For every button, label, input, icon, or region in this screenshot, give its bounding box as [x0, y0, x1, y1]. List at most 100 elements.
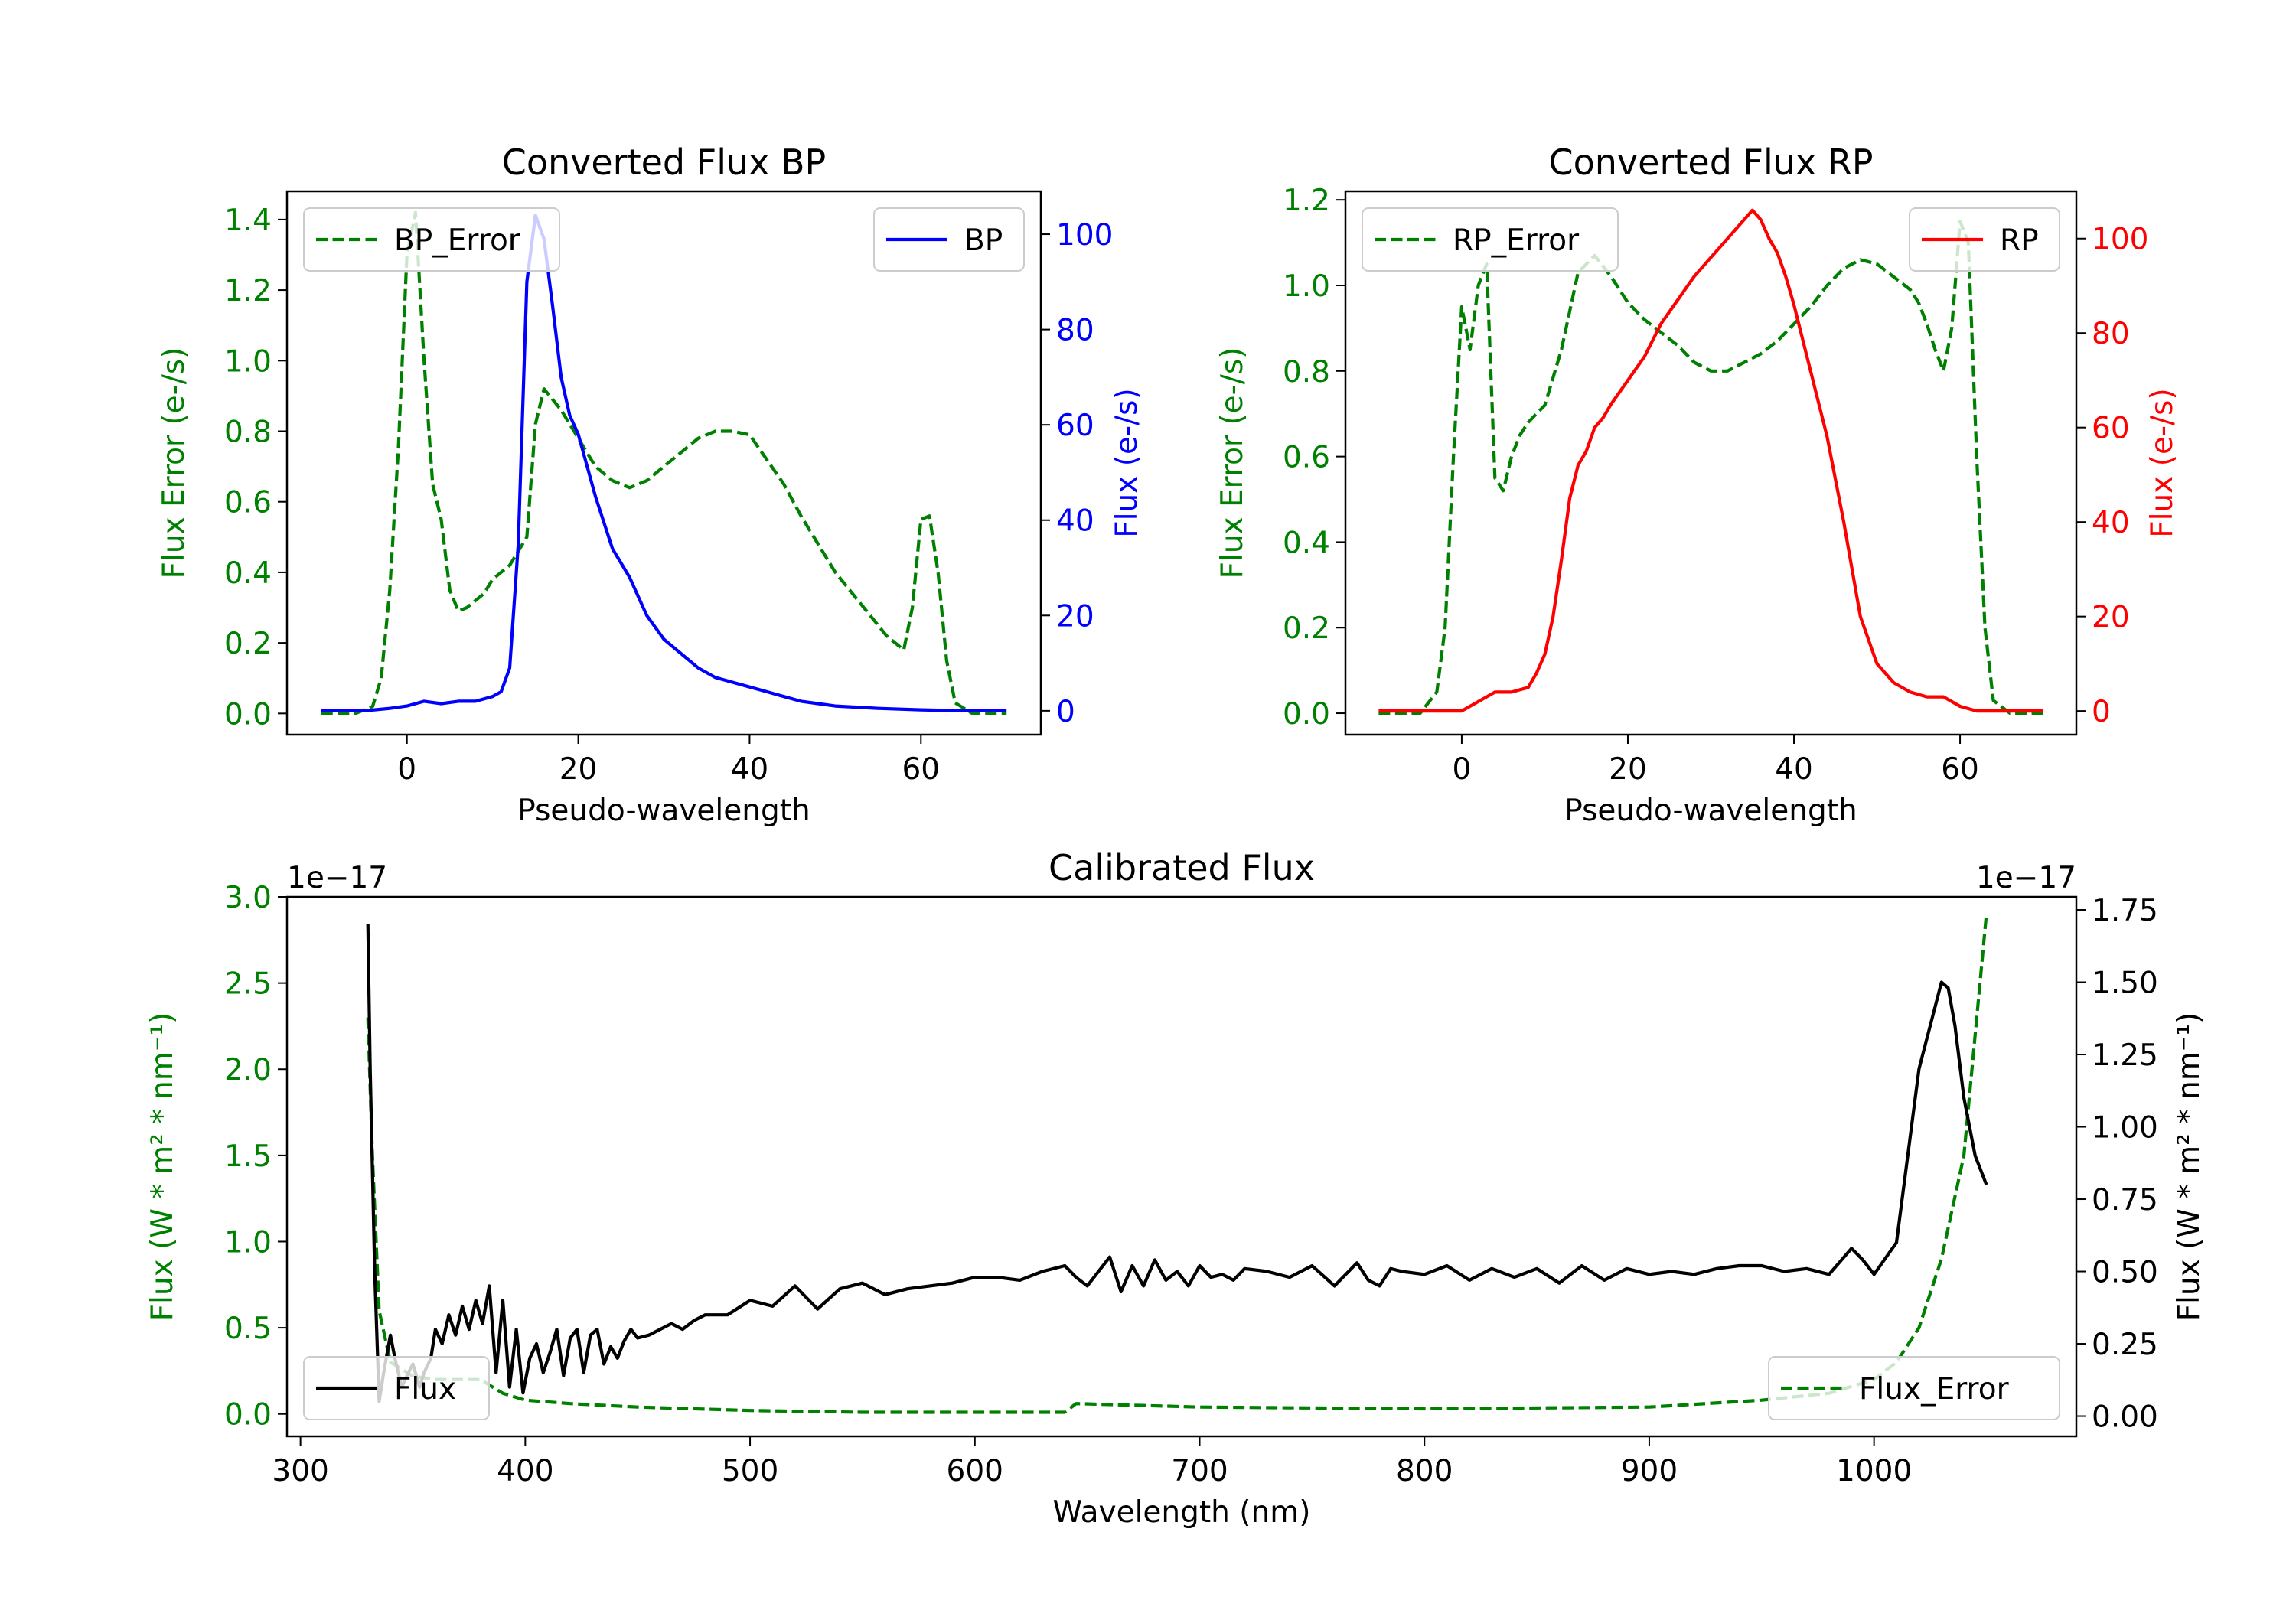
- y-right-tick-label: 60: [2092, 412, 2130, 446]
- series-group: [1378, 208, 2043, 715]
- y-right-offset-label: 1e−17: [1976, 861, 2076, 895]
- series-line-flux: [366, 924, 1988, 1403]
- legend-box: [1909, 207, 2060, 272]
- y-left-tick-label: 0.4: [1283, 526, 1330, 560]
- x-tick-label: 60: [902, 752, 940, 787]
- legend-box: [1362, 207, 1619, 272]
- y-left-axis-label: Flux Error (e-/s): [157, 347, 191, 579]
- y-right-tick-label: 20: [2092, 601, 2130, 635]
- x-axis-label: Pseudo-wavelength: [1564, 794, 1857, 828]
- legend-box: [303, 1356, 490, 1420]
- y-left-tick-label: 1.0: [224, 1225, 272, 1260]
- chart-title: Converted Flux RP: [1549, 142, 1874, 183]
- y-left-tick-label: 1.5: [224, 1139, 272, 1174]
- y-right-tick-label: 0: [1056, 695, 1075, 729]
- y-right-axis-label: Flux (e-/s): [2145, 388, 2180, 537]
- y-right-tick-label: 0: [2092, 695, 2111, 729]
- legend-box: [1768, 1356, 2060, 1420]
- x-tick-label: 20: [559, 752, 598, 787]
- legend-label: Flux: [394, 1372, 456, 1407]
- y-left-tick-label: 1.2: [224, 274, 272, 308]
- y-right-tick-label: 1.75: [2092, 894, 2158, 928]
- y-left-tick-label: 2.0: [224, 1053, 272, 1087]
- y-right-tick-label: 1.25: [2092, 1038, 2158, 1073]
- x-axis-label: Pseudo-wavelength: [517, 794, 810, 828]
- series-group: [321, 210, 1007, 715]
- y-left-tick-label: 1.4: [224, 204, 272, 238]
- legend-right: Flux_Error: [1768, 1356, 2060, 1420]
- y-left-tick-label: 0.0: [1283, 697, 1330, 732]
- legend-left: RP_Error: [1362, 207, 1619, 272]
- y-left-tick-label: 3.0: [224, 881, 272, 915]
- x-tick-label: 1000: [1836, 1454, 1912, 1488]
- y-right-tick-label: 0.25: [2092, 1328, 2158, 1362]
- y-left-tick-label: 1.0: [224, 344, 272, 379]
- y-right-tick-label: 0.00: [2092, 1400, 2158, 1435]
- y-left-tick-label: 0.0: [224, 1398, 272, 1433]
- legend-label: BP_Error: [394, 223, 521, 258]
- y-right-axis-label: Flux (W * m² * nm⁻¹): [2172, 1012, 2206, 1322]
- series-line-bp_error: [321, 210, 1007, 715]
- legend-label: Flux_Error: [1859, 1372, 2010, 1407]
- y-right-axis-label: Flux (e-/s): [1110, 388, 1144, 537]
- x-tick-label: 900: [1621, 1454, 1678, 1488]
- legend-box: [303, 207, 560, 272]
- legend-left: BP_Error: [303, 207, 560, 272]
- chart-title: Calibrated Flux: [1049, 847, 1315, 888]
- x-axis-label: Wavelength (nm): [1053, 1495, 1311, 1530]
- y-right-tick-label: 80: [2092, 317, 2130, 351]
- y-right-tick-label: 40: [2092, 506, 2130, 540]
- y-left-tick-label: 0.8: [224, 416, 272, 450]
- y-right-tick-label: 100: [2092, 223, 2148, 257]
- x-tick-label: 800: [1396, 1454, 1453, 1488]
- y-right-tick-label: 20: [1056, 599, 1094, 634]
- x-tick-label: 500: [722, 1454, 778, 1488]
- panels: 0 20 40 60 0.0 0.2 0.4 0.6 0.8 1.0 1.2 1.4 0 20 40 60 80…: [145, 142, 2206, 1530]
- legend-right: RP: [1909, 207, 2060, 272]
- x-tick-label: 600: [947, 1454, 1003, 1488]
- y-right-tick-label: 1.50: [2092, 966, 2158, 1001]
- x-tick-label: 0: [397, 752, 416, 787]
- x-tick-label: 400: [497, 1454, 553, 1488]
- y-left-axis-label: Flux Error (e-/s): [1215, 347, 1250, 579]
- y-left-tick-label: 1.0: [1283, 269, 1330, 304]
- x-tick-label: 40: [731, 752, 769, 787]
- legend-label: BP: [964, 223, 1003, 258]
- y-right-tick-label: 100: [1056, 218, 1113, 253]
- axes-frame: [285, 895, 2078, 1438]
- legend-right: BP: [873, 207, 1025, 272]
- y-left-tick-label: 0.8: [1283, 355, 1330, 390]
- panel-1: 0 20 40 60 0.0 0.2 0.4 0.6 0.8 1.0 1.2 0 20 40 60 80 100…: [1215, 142, 2180, 828]
- chart-title: Converted Flux BP: [502, 142, 827, 183]
- y-left-offset-label: 1e−17: [287, 861, 387, 895]
- y-left-tick-label: 2.5: [224, 967, 272, 1002]
- y-left-tick-label: 0.5: [224, 1312, 272, 1346]
- panel-0: 0 20 40 60 0.0 0.2 0.4 0.6 0.8 1.0 1.2 1.4 0 20 40 60 80…: [157, 142, 1144, 828]
- x-tick-label: 60: [1941, 752, 1979, 787]
- x-tick-label: 0: [1453, 752, 1472, 787]
- panel-2: 300 400 500 600 700 800 900 1000 0.0 0.5 1.0 1.5 2.0…: [145, 847, 2206, 1530]
- legend-box: [873, 207, 1025, 272]
- legend-label: RP: [2000, 223, 2039, 258]
- y-left-tick-label: 0.2: [224, 627, 272, 661]
- x-tick-label: 20: [1609, 752, 1647, 787]
- series-line-rp: [1378, 208, 2043, 713]
- y-left-tick-label: 0.2: [1283, 611, 1330, 646]
- x-tick-label: 700: [1171, 1454, 1228, 1488]
- y-right-tick-label: 0.75: [2092, 1183, 2158, 1217]
- y-left-tick-label: 0.0: [224, 697, 272, 732]
- x-tick-label: 300: [272, 1454, 328, 1488]
- y-right-tick-label: 0.50: [2092, 1256, 2158, 1290]
- y-right-tick-label: 1.00: [2092, 1111, 2158, 1146]
- y-right-tick-label: 60: [1056, 409, 1094, 443]
- x-tick-label: 40: [1775, 752, 1813, 787]
- axes-frame: [285, 190, 1042, 736]
- series-line-bp: [321, 214, 1007, 713]
- y-left-tick-label: 0.6: [224, 486, 272, 520]
- legend-label: RP_Error: [1453, 223, 1580, 258]
- legend-left: Flux: [303, 1356, 490, 1420]
- y-left-tick-label: 0.6: [1283, 441, 1330, 475]
- y-left-tick-label: 1.2: [1283, 184, 1330, 218]
- y-left-axis-label: Flux (W * m² * nm⁻¹): [145, 1012, 180, 1322]
